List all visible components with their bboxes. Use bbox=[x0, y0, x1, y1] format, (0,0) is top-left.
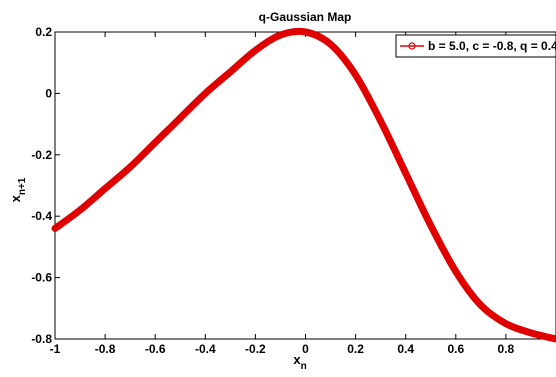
x-tick-label: -0.2 bbox=[245, 342, 266, 356]
y-tick-label: 0 bbox=[45, 86, 52, 100]
y-axis-ticks: 0.2 0 -0.2 -0.4 -0.6 -0.8 bbox=[31, 25, 60, 346]
legend-box bbox=[395, 34, 556, 58]
data-point bbox=[328, 41, 334, 47]
plot-area bbox=[54, 31, 556, 340]
x-tick-label: 0.2 bbox=[347, 342, 364, 356]
legend-marker-sample bbox=[408, 42, 416, 50]
x-axis-ticks: -1 -0.8 -0.6 -0.4 -0.2 0 0.2 0.4 0.6 0.8 bbox=[50, 32, 515, 356]
data-point bbox=[428, 222, 434, 228]
data-point bbox=[478, 302, 484, 308]
x-tick-label: 0.6 bbox=[447, 342, 464, 356]
x-tick-label: -0.4 bbox=[195, 342, 216, 356]
data-point bbox=[52, 225, 58, 231]
data-point bbox=[303, 29, 308, 35]
x-tick-label: 0 bbox=[302, 342, 309, 356]
x-axis-label-main: x bbox=[293, 352, 301, 367]
y-tick-label: -0.2 bbox=[31, 148, 52, 162]
legend: b = 5.0, c = -0.8, q = 0.4 bbox=[395, 34, 556, 58]
data-point bbox=[528, 330, 534, 336]
data-point bbox=[152, 140, 158, 146]
x-axis-label: xn bbox=[293, 352, 306, 372]
legend-entry-label: b = 5.0, c = -0.8, q = 0.4 bbox=[428, 39, 556, 53]
data-point bbox=[503, 321, 509, 327]
chart-title: q-Gaussian Map bbox=[259, 10, 352, 24]
data-point bbox=[453, 268, 459, 274]
data-point bbox=[378, 118, 384, 124]
data-point bbox=[252, 47, 258, 53]
x-tick-label: -0.8 bbox=[95, 342, 116, 356]
x-tick-label: -0.6 bbox=[145, 342, 166, 356]
y-tick-label: -0.8 bbox=[31, 332, 52, 346]
y-tick-label: -0.4 bbox=[31, 209, 52, 223]
y-axis-label: xn+1 bbox=[8, 177, 28, 202]
x-tick-label: -1 bbox=[50, 342, 61, 356]
x-axis-label-sub: n bbox=[301, 361, 307, 372]
data-point bbox=[177, 115, 183, 121]
y-axis-label-main: x bbox=[8, 194, 23, 202]
series-layer bbox=[51, 27, 556, 343]
data-point bbox=[227, 69, 233, 75]
data-point bbox=[127, 164, 133, 170]
x-tick-label: 0.4 bbox=[397, 342, 414, 356]
data-point bbox=[553, 336, 556, 342]
data-point bbox=[403, 170, 409, 176]
x-tick-label: 0.8 bbox=[498, 342, 515, 356]
y-tick-label: 0.2 bbox=[35, 25, 52, 39]
data-point bbox=[77, 207, 83, 213]
y-tick-label: -0.6 bbox=[31, 271, 52, 285]
data-point bbox=[102, 186, 108, 192]
y-axis-label-sub: n+1 bbox=[17, 177, 28, 195]
data-point bbox=[277, 32, 283, 38]
data-point bbox=[353, 72, 359, 78]
data-point bbox=[202, 90, 208, 96]
